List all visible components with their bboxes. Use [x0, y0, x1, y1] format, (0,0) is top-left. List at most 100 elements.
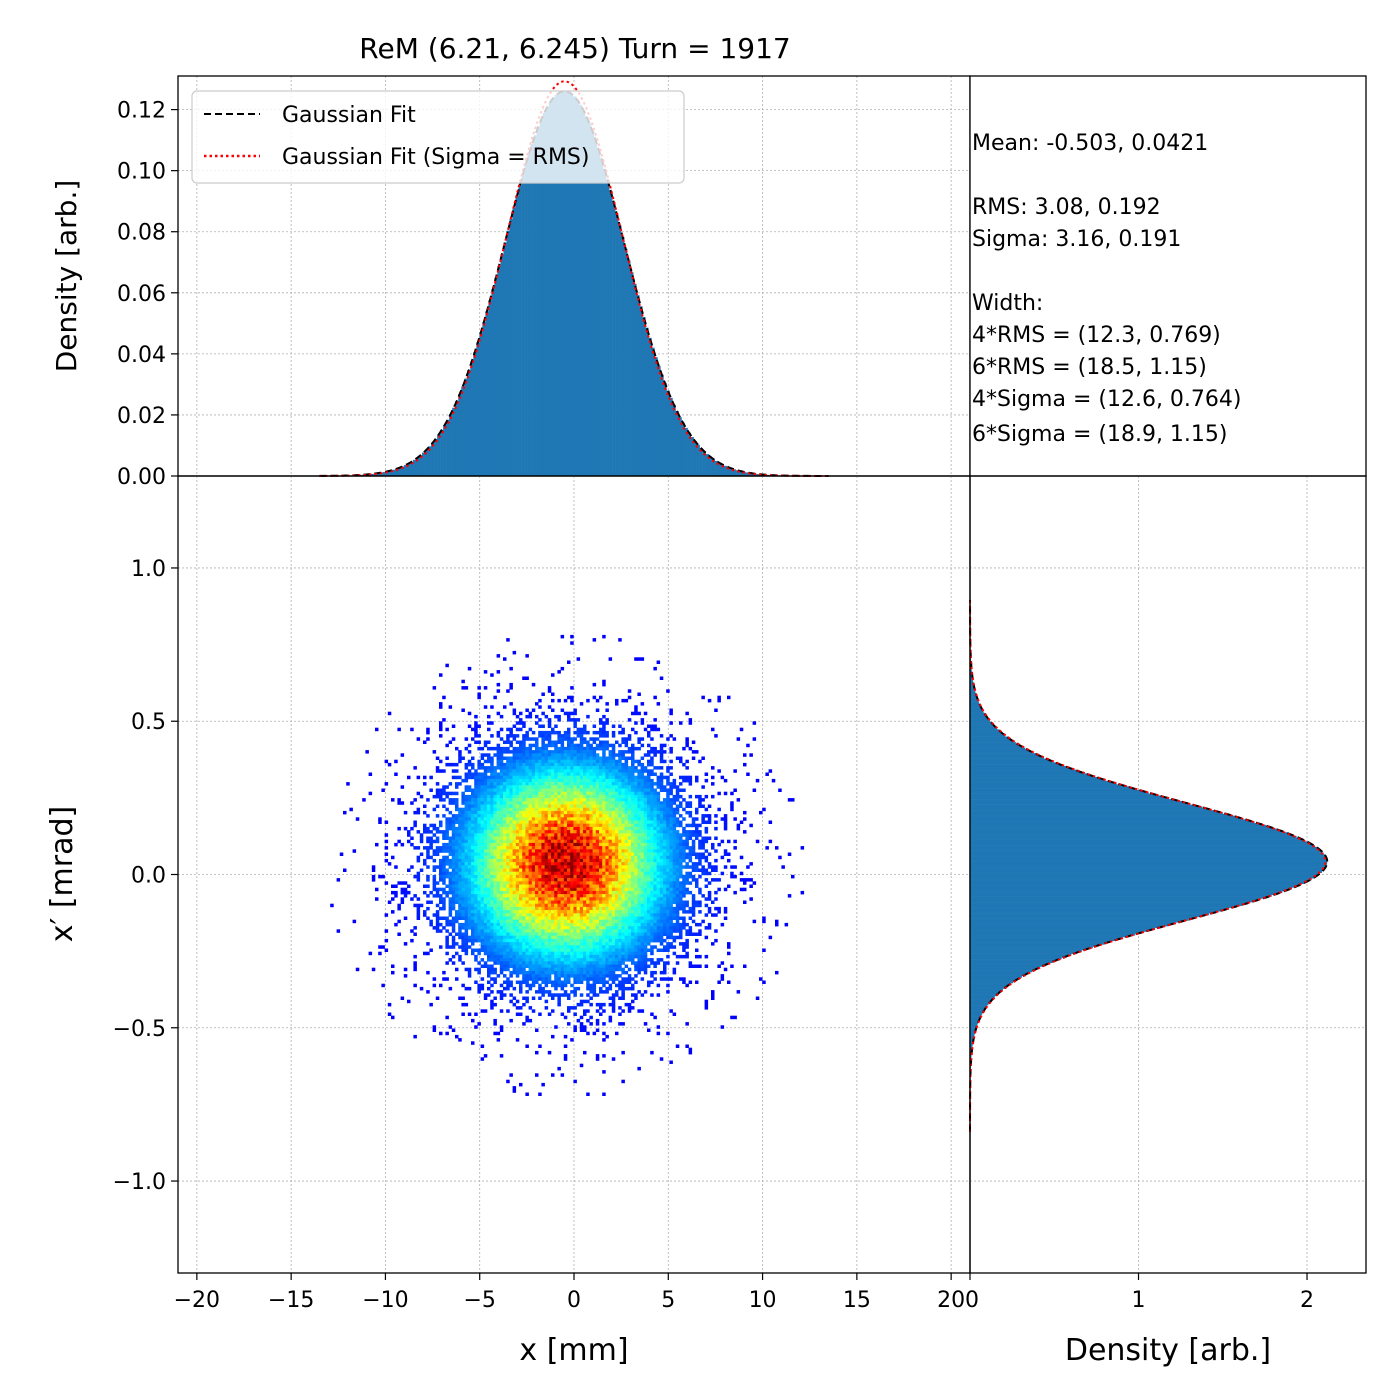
- density-pixel: [647, 842, 651, 847]
- density-pixel: [477, 894, 481, 898]
- density-pixel: [688, 855, 693, 860]
- density-pixel: [522, 865, 526, 869]
- density-pixel: [666, 804, 670, 808]
- density-pixel: [416, 775, 421, 780]
- histogram-bar: [412, 459, 417, 476]
- density-pixel: [611, 852, 616, 856]
- density-pixel: [493, 782, 497, 786]
- density-pixel: [439, 916, 443, 920]
- density-pixel: [682, 833, 686, 837]
- density-pixel: [643, 830, 648, 834]
- density-pixel: [621, 801, 625, 805]
- density-pixel: [563, 855, 568, 860]
- density-pixel: [669, 833, 673, 837]
- density-pixel: [515, 878, 520, 882]
- density-pixel: [647, 804, 651, 808]
- density-pixel: [554, 791, 558, 796]
- density-pixel: [653, 772, 657, 776]
- density-pixel: [685, 887, 689, 892]
- density-pixel: [714, 708, 718, 712]
- density-pixel: [640, 858, 645, 863]
- density-pixel: [583, 871, 587, 876]
- density-pixel: [544, 890, 549, 895]
- density-pixel: [509, 817, 513, 821]
- density-pixel: [464, 772, 469, 776]
- density-pixel: [426, 737, 430, 741]
- density-pixel: [631, 810, 635, 815]
- density-pixel: [599, 791, 603, 796]
- density-pixel: [592, 638, 597, 642]
- density-pixel: [727, 695, 731, 700]
- density-pixel: [496, 874, 501, 879]
- density-pixel: [640, 721, 645, 725]
- density-pixel: [672, 810, 677, 815]
- density-pixel: [576, 785, 581, 789]
- histogram-bar: [434, 438, 438, 476]
- density-pixel: [605, 804, 609, 808]
- density-pixel: [650, 855, 654, 860]
- density-pixel: [759, 810, 763, 815]
- density-pixel: [551, 673, 555, 677]
- density-pixel: [631, 727, 635, 732]
- density-pixel: [531, 794, 536, 799]
- density-pixel: [682, 874, 686, 879]
- density-pixel: [448, 881, 453, 885]
- density-pixel: [624, 846, 629, 850]
- density-pixel: [464, 810, 469, 815]
- density-pixel: [407, 868, 411, 872]
- density-pixel: [371, 878, 376, 882]
- density-pixel: [435, 849, 440, 853]
- density-pixel: [544, 839, 549, 844]
- density-pixel: [589, 830, 593, 834]
- density-pixel: [506, 842, 510, 847]
- density-pixel: [515, 769, 520, 773]
- density-pixel: [714, 836, 718, 840]
- density-pixel: [663, 814, 667, 818]
- density-pixel: [679, 782, 683, 786]
- density-pixel: [474, 916, 478, 920]
- density-pixel: [685, 823, 689, 828]
- density-pixel: [487, 878, 491, 882]
- density-pixel: [483, 839, 488, 844]
- density-pixel: [544, 762, 549, 767]
- density-pixel: [599, 775, 603, 780]
- density-pixel: [512, 766, 517, 770]
- density-pixel: [675, 884, 680, 888]
- density-pixel: [650, 794, 654, 799]
- density-pixel: [570, 887, 574, 892]
- density-pixel: [618, 836, 622, 840]
- density-pixel: [554, 881, 558, 885]
- density-pixel: [583, 740, 587, 744]
- density-pixel: [672, 881, 677, 885]
- density-pixel: [522, 858, 526, 863]
- density-pixel: [653, 766, 657, 770]
- density-pixel: [519, 887, 523, 892]
- density-pixel: [506, 836, 510, 840]
- density-pixel: [547, 750, 552, 754]
- density-pixel: [714, 865, 718, 869]
- density-pixel: [672, 849, 677, 853]
- density-pixel: [391, 798, 395, 802]
- density-pixel: [455, 881, 459, 885]
- density-pixel: [554, 823, 558, 828]
- density-pixel: [515, 839, 520, 844]
- density-pixel: [682, 894, 686, 898]
- density-pixel: [448, 826, 453, 831]
- density-pixel: [506, 820, 510, 824]
- density-pixel: [768, 839, 773, 844]
- density-pixel: [723, 823, 728, 828]
- density-pixel: [343, 868, 347, 872]
- density-pixel: [496, 894, 501, 898]
- density-pixel: [755, 839, 760, 844]
- density-pixel: [538, 887, 542, 892]
- density-pixel: [451, 849, 456, 853]
- density-pixel: [474, 846, 478, 850]
- density-pixel: [474, 823, 478, 828]
- density-pixel: [621, 769, 625, 773]
- density-pixel: [650, 906, 654, 911]
- density-pixel: [576, 810, 581, 815]
- density-pixel: [717, 791, 721, 796]
- density-pixel: [583, 846, 587, 850]
- density-pixel: [573, 711, 577, 716]
- density-pixel: [608, 817, 613, 821]
